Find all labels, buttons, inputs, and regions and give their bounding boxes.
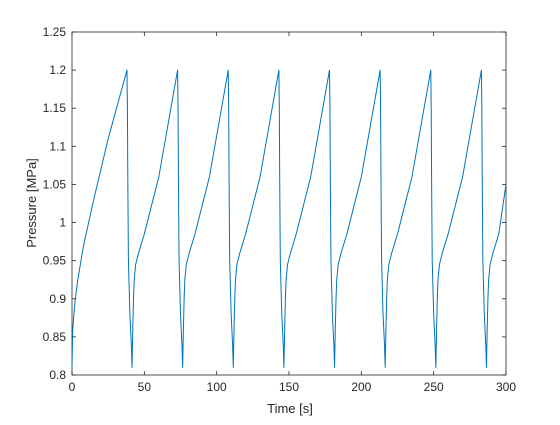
axis-labels: Time [s] Pressure [MPa] — [24, 158, 313, 416]
x-tick-label: 300 — [496, 380, 516, 394]
y-tick-label: 0.85 — [43, 330, 67, 344]
x-tick-label: 200 — [351, 380, 371, 394]
y-tick-label: 1.05 — [43, 177, 67, 191]
plot-area — [71, 69, 507, 368]
axes — [71, 31, 507, 376]
x-tick-label: 0 — [69, 380, 76, 394]
y-tick-label: 0.9 — [49, 292, 66, 306]
x-tick-label: 250 — [424, 380, 444, 394]
y-tick-label: 0.95 — [43, 254, 67, 268]
axes-box — [71, 31, 507, 376]
y-axis-label: Pressure [MPa] — [24, 158, 39, 248]
x-tick-label: 50 — [138, 380, 152, 394]
x-axis-label: Time [s] — [267, 401, 313, 416]
ticks: 0 50 100 150 200 250 300 0.8 0.85 0.9 0.95 1 1.05 1.1… — [43, 25, 517, 394]
x-tick-label: 100 — [207, 380, 227, 394]
x-tick-label: 150 — [279, 380, 299, 394]
series-line — [71, 69, 507, 368]
y-tick-label: 1.15 — [43, 101, 67, 115]
y-tick-label: 1.2 — [49, 63, 66, 77]
y-tick-label: 1.1 — [49, 139, 66, 153]
y-tick-label: 0.8 — [49, 368, 66, 382]
y-tick-label: 1.25 — [43, 25, 67, 39]
y-tick-label: 1 — [59, 216, 66, 230]
